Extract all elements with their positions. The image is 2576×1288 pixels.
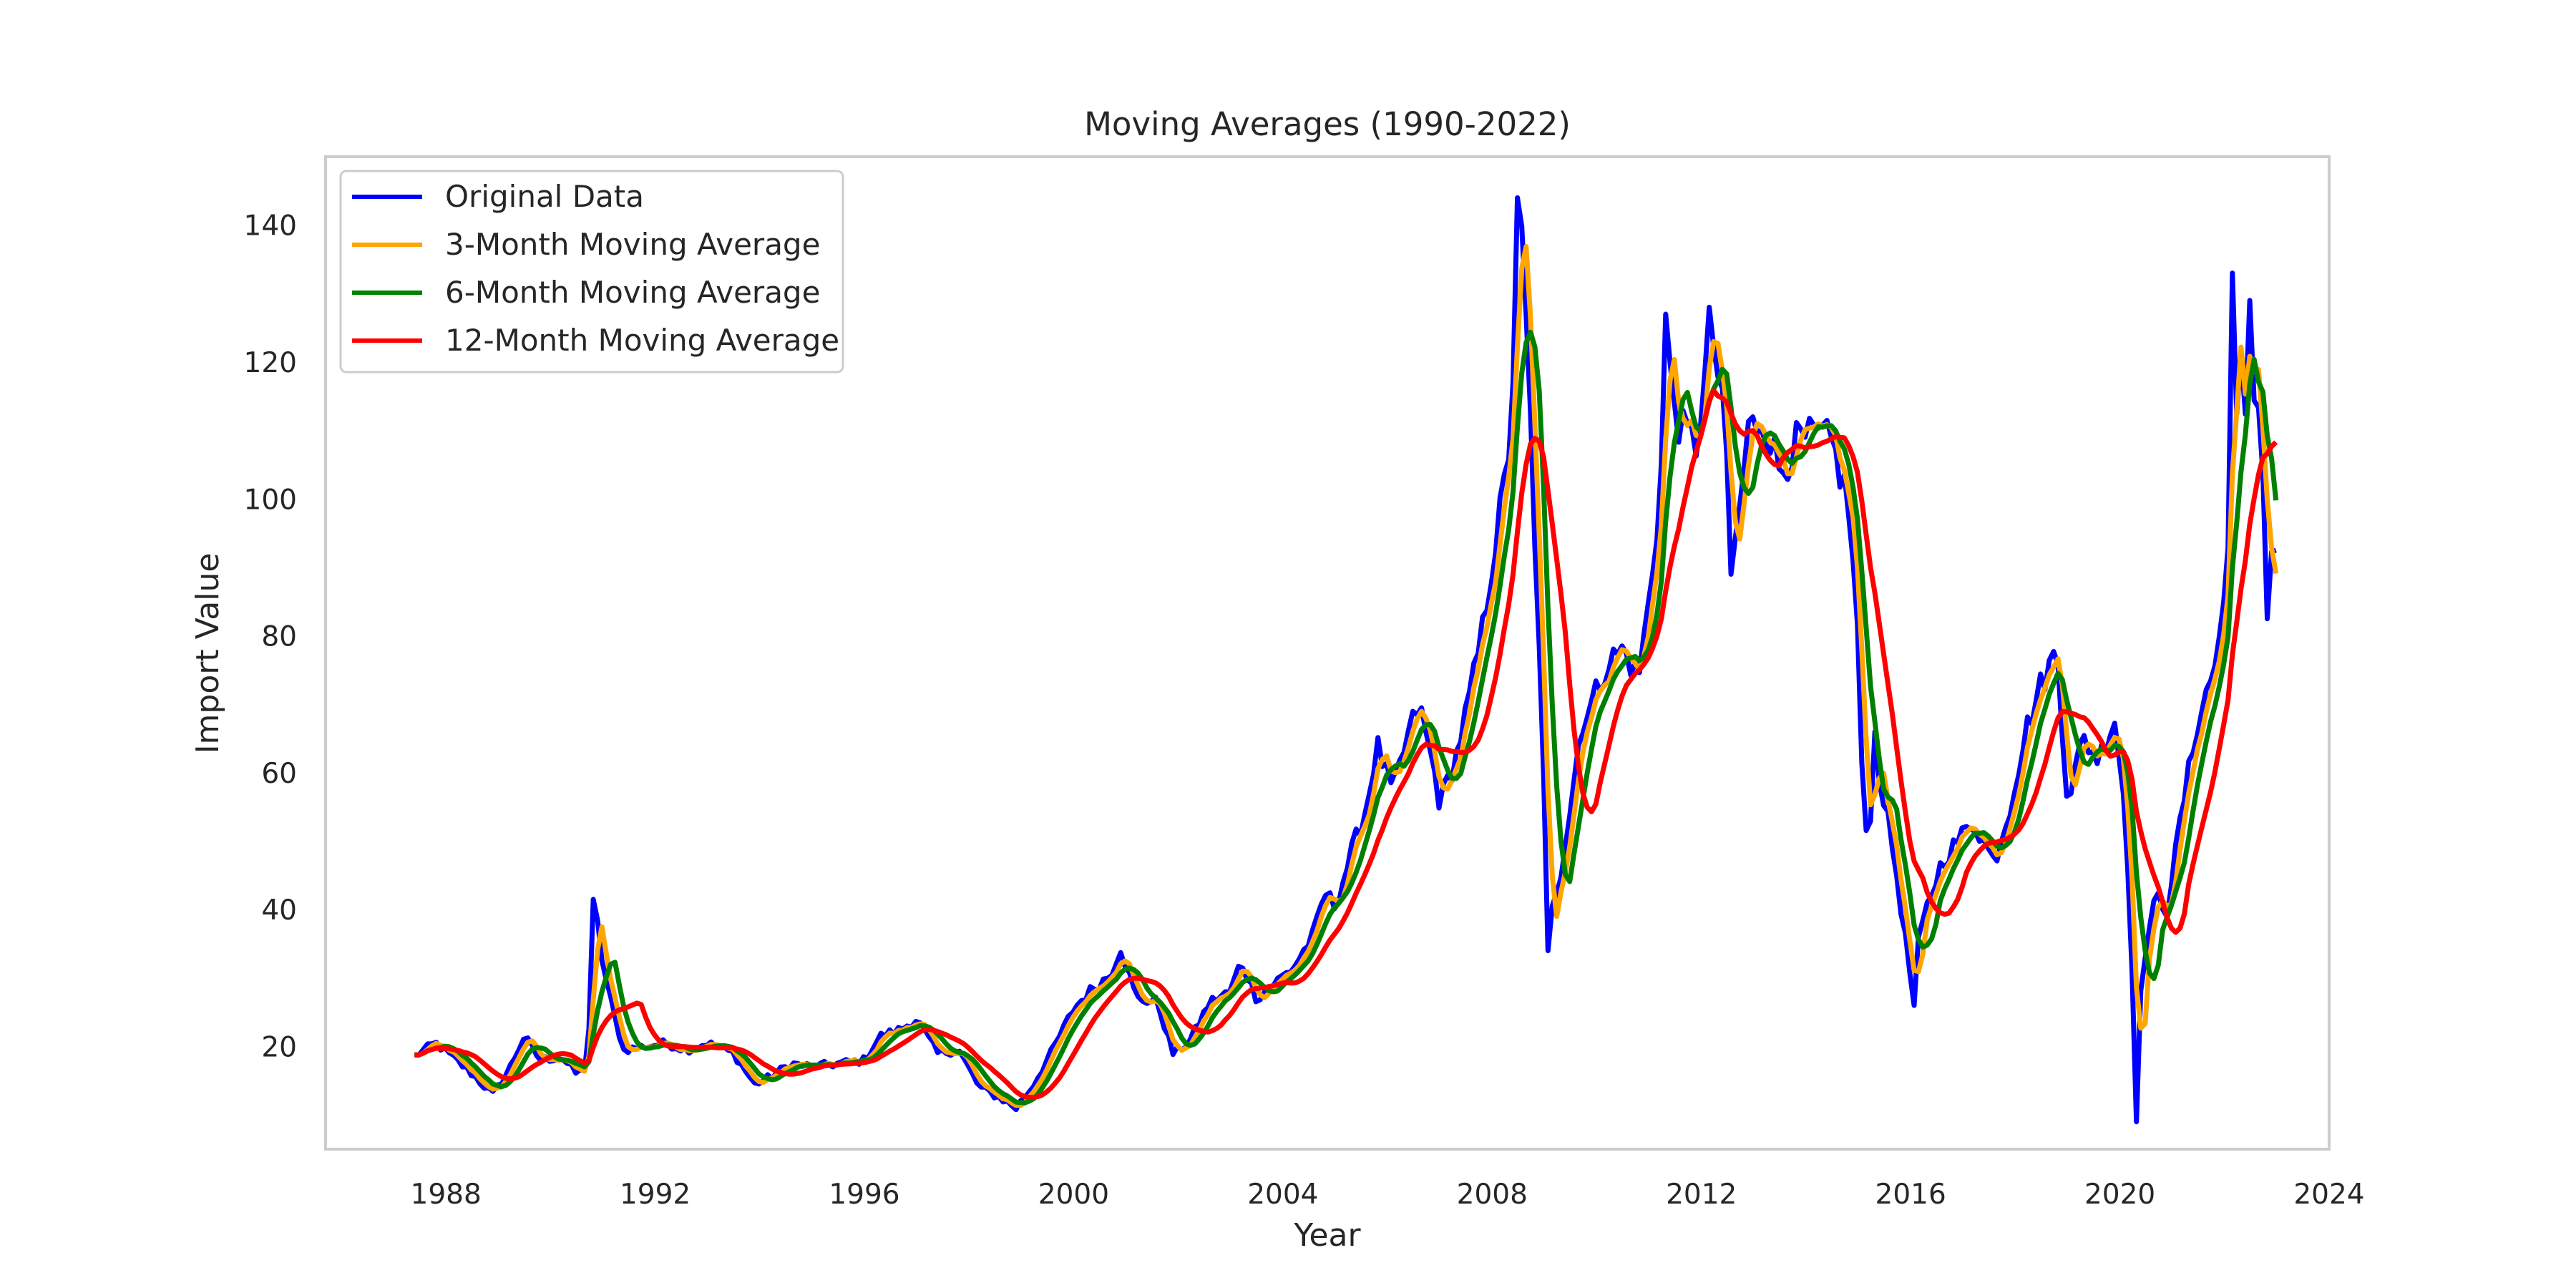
- x-tick-label: 1996: [829, 1179, 899, 1211]
- plot-frame: [324, 155, 2331, 1151]
- x-tick-label: 1988: [411, 1179, 482, 1211]
- series-lines: [414, 195, 2279, 1125]
- x-tick-label: 2024: [2293, 1179, 2364, 1211]
- x-tick-label: 2020: [2084, 1179, 2155, 1211]
- x-tick-label: 1992: [620, 1179, 691, 1211]
- y-axis-label: Import Value: [190, 553, 226, 754]
- x-tick-label: 2016: [1875, 1179, 1946, 1211]
- legend-box: [339, 170, 844, 374]
- y-tick-label: 60: [261, 758, 297, 790]
- x-axis-label: Year: [1293, 1217, 1361, 1254]
- y-tick-label: 20: [261, 1032, 297, 1064]
- x-tick-label: 2012: [1666, 1179, 1737, 1211]
- series-line-3-month-moving-average: [414, 244, 2279, 1108]
- y-tick-label: 40: [261, 894, 297, 927]
- y-tick-label: 100: [244, 484, 297, 516]
- y-tick-label: 80: [261, 621, 297, 653]
- y-tick-labels: 20 40 60 80 100 120 140: [244, 210, 297, 1064]
- x-tick-label: 2004: [1247, 1179, 1318, 1211]
- legend-label: Original Data: [445, 179, 644, 214]
- legend: Original Data 3-Month Moving Average 6-Mon…: [339, 170, 844, 374]
- legend-label: 3-Month Moving Average: [445, 227, 820, 262]
- x-tick-label: 2000: [1038, 1179, 1109, 1211]
- y-tick-label: 120: [244, 347, 297, 379]
- legend-label: 6-Month Moving Average: [445, 275, 820, 310]
- x-tick-label: 2008: [1457, 1179, 1528, 1211]
- legend-label: 12-Month Moving Average: [445, 323, 839, 358]
- x-tick-labels: 1988 1992 1996 2000 2004 2008 2012 2016 2020 2024: [411, 1179, 2365, 1211]
- series-line-12-month-moving-average: [414, 388, 2278, 1101]
- y-tick-label: 140: [244, 210, 297, 243]
- series-line-6-month-moving-average: [414, 329, 2279, 1106]
- chart-title: Moving Averages (1990-2022): [1084, 105, 1571, 143]
